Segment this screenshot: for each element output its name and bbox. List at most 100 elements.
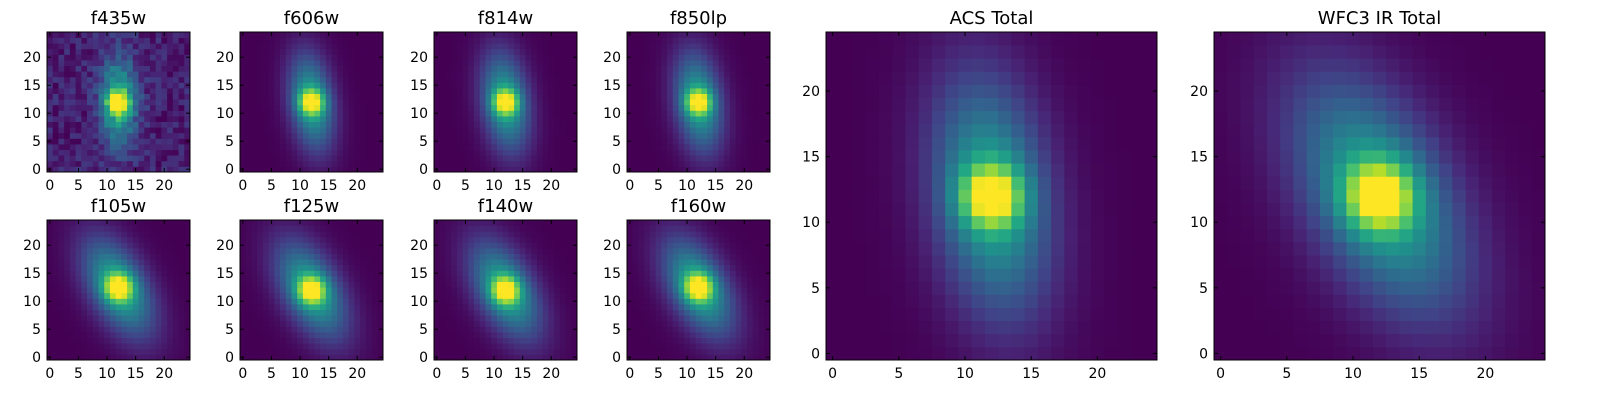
heatmap-cell bbox=[240, 253, 247, 260]
heatmap-cell bbox=[98, 326, 105, 333]
heatmap-cell bbox=[251, 138, 258, 145]
heatmap-cell bbox=[251, 121, 258, 128]
axes-frame bbox=[46, 31, 191, 173]
heatmap-cell bbox=[167, 104, 174, 111]
heatmap-cell bbox=[58, 292, 65, 299]
heatmap-cell bbox=[525, 270, 532, 277]
heatmap-cell bbox=[548, 48, 555, 55]
y-tick-label: 5 bbox=[32, 322, 41, 338]
heatmap-cell bbox=[75, 132, 82, 139]
heatmap-cell bbox=[451, 155, 458, 162]
heatmap-cell bbox=[155, 259, 162, 266]
heatmap-cell bbox=[161, 138, 168, 145]
heatmap-cell bbox=[531, 82, 538, 89]
heatmap-cell bbox=[695, 110, 702, 117]
heatmap-cell bbox=[178, 43, 185, 50]
heatmap-cell bbox=[559, 332, 566, 338]
heatmap-cell bbox=[127, 287, 134, 294]
heatmap-cell bbox=[434, 43, 441, 50]
heatmap-cell bbox=[138, 337, 145, 344]
heatmap-cell bbox=[291, 116, 298, 122]
heatmap-cell bbox=[729, 116, 737, 122]
heatmap-cell bbox=[451, 104, 458, 111]
heatmap-cell bbox=[741, 292, 748, 299]
heatmap-cell bbox=[257, 292, 264, 299]
heatmap-cell bbox=[514, 253, 521, 260]
heatmap-cell bbox=[149, 121, 157, 128]
heatmap-cell bbox=[121, 304, 128, 310]
heatmap-cell bbox=[695, 348, 702, 355]
heatmap-cell bbox=[240, 71, 247, 78]
heatmap-cell bbox=[308, 231, 315, 238]
heatmap-cell bbox=[337, 48, 344, 55]
heatmap-cell bbox=[251, 88, 258, 94]
heatmap-cell bbox=[81, 337, 88, 344]
heatmap-cell bbox=[280, 281, 287, 288]
heatmap-cell bbox=[632, 138, 639, 145]
heatmap-cell bbox=[701, 48, 708, 55]
heatmap-cell bbox=[240, 348, 247, 355]
heatmap-cell bbox=[92, 220, 99, 226]
heatmap-cell bbox=[649, 304, 656, 310]
heatmap-cell bbox=[758, 60, 765, 66]
heatmap-cell bbox=[161, 144, 168, 150]
heatmap-cell bbox=[342, 144, 350, 150]
heatmap-cell bbox=[684, 54, 691, 61]
heatmap-cell bbox=[47, 149, 54, 156]
heatmap-cell bbox=[365, 144, 372, 150]
heatmap-cell bbox=[155, 149, 162, 156]
heatmap-cell bbox=[92, 287, 99, 294]
heatmap-cell bbox=[285, 127, 292, 134]
heatmap-cell bbox=[155, 337, 162, 344]
heatmap-cell bbox=[536, 93, 544, 100]
heatmap-cell bbox=[474, 281, 481, 288]
heatmap-cell bbox=[302, 270, 310, 277]
heatmap-cell bbox=[149, 88, 157, 94]
heatmap-cell bbox=[87, 76, 94, 83]
heatmap-cell bbox=[138, 298, 145, 305]
heatmap-cell bbox=[456, 242, 463, 249]
heatmap-cell bbox=[331, 264, 338, 271]
heatmap-cell bbox=[741, 343, 748, 350]
heatmap-cell bbox=[724, 320, 731, 327]
heatmap-cell bbox=[257, 149, 264, 156]
heatmap-cell bbox=[98, 65, 105, 72]
heatmap-cell bbox=[64, 298, 71, 305]
heatmap-cell bbox=[291, 281, 298, 288]
heatmap-cell bbox=[468, 259, 475, 266]
heatmap-cell bbox=[297, 270, 304, 277]
heatmap-cell bbox=[320, 71, 327, 78]
heatmap-cell bbox=[508, 110, 515, 117]
heatmap-cell bbox=[718, 32, 725, 38]
heatmap-cell bbox=[371, 298, 378, 305]
heatmap-cell bbox=[184, 287, 191, 294]
heatmap-cell bbox=[565, 281, 572, 288]
heatmap-cell bbox=[491, 88, 498, 94]
heatmap-cell bbox=[689, 104, 697, 111]
heatmap-cell bbox=[144, 76, 151, 83]
y-tick-label: 10 bbox=[410, 294, 428, 310]
x-tick-label: 10 bbox=[291, 178, 309, 194]
heatmap-cell bbox=[365, 110, 372, 117]
heatmap-cell bbox=[548, 82, 555, 89]
heatmap-cell bbox=[729, 54, 737, 61]
heatmap-cell bbox=[445, 309, 452, 316]
heatmap-cell bbox=[542, 253, 549, 260]
heatmap-cell bbox=[536, 138, 544, 145]
heatmap-cell bbox=[64, 155, 71, 162]
heatmap-cell bbox=[268, 43, 275, 50]
heatmap-cell bbox=[451, 138, 458, 145]
heatmap-cell bbox=[251, 281, 258, 288]
heatmap-cell bbox=[331, 93, 338, 100]
heatmap-cell bbox=[308, 166, 315, 173]
heatmap-cell bbox=[354, 264, 361, 271]
heatmap-cell bbox=[514, 116, 521, 122]
heatmap-cell bbox=[121, 332, 128, 338]
heatmap-cell bbox=[434, 348, 441, 355]
heatmap-cell bbox=[707, 348, 714, 355]
heatmap-cell bbox=[735, 116, 742, 122]
heatmap-cell bbox=[542, 155, 549, 162]
heatmap-cell bbox=[554, 43, 561, 50]
heatmap-cell bbox=[655, 276, 662, 282]
heatmap-cell bbox=[240, 320, 247, 327]
